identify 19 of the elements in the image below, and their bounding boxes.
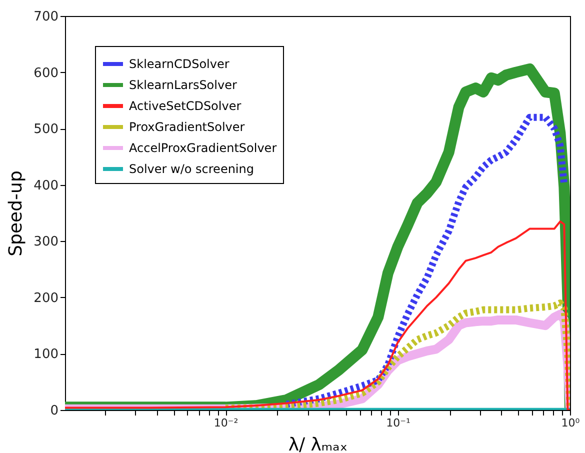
y-tick-label: 0	[50, 404, 58, 418]
y-tick-label: 700	[34, 10, 58, 24]
x-tick-label: 10⁰	[561, 416, 580, 430]
y-tick-label: 500	[34, 122, 58, 138]
y-tick-label: 100	[34, 347, 58, 362]
legend-label: ProxGradientSolver	[129, 120, 245, 134]
legend-label: ActiveSetCDSolver	[129, 99, 242, 113]
x-tick-label: 10⁻¹	[386, 416, 410, 430]
x-axis-title: λ/ λₘₐₓ	[288, 434, 348, 453]
y-tick-label: 400	[34, 178, 58, 194]
y-tick-label: 200	[34, 290, 58, 306]
legend-label: SklearnLarsSolver	[129, 78, 237, 92]
x-tick-label: 10⁻²	[214, 416, 238, 430]
y-tick-label: 300	[34, 234, 58, 250]
y-axis-title: Speed-up	[6, 170, 27, 256]
legend-label: Solver w/o screening	[129, 162, 254, 176]
y-tick-label: 600	[34, 66, 58, 81]
legend-label: SklearnCDSolver	[129, 57, 230, 71]
legend-label: AccelProxGradientSolver	[129, 141, 277, 155]
